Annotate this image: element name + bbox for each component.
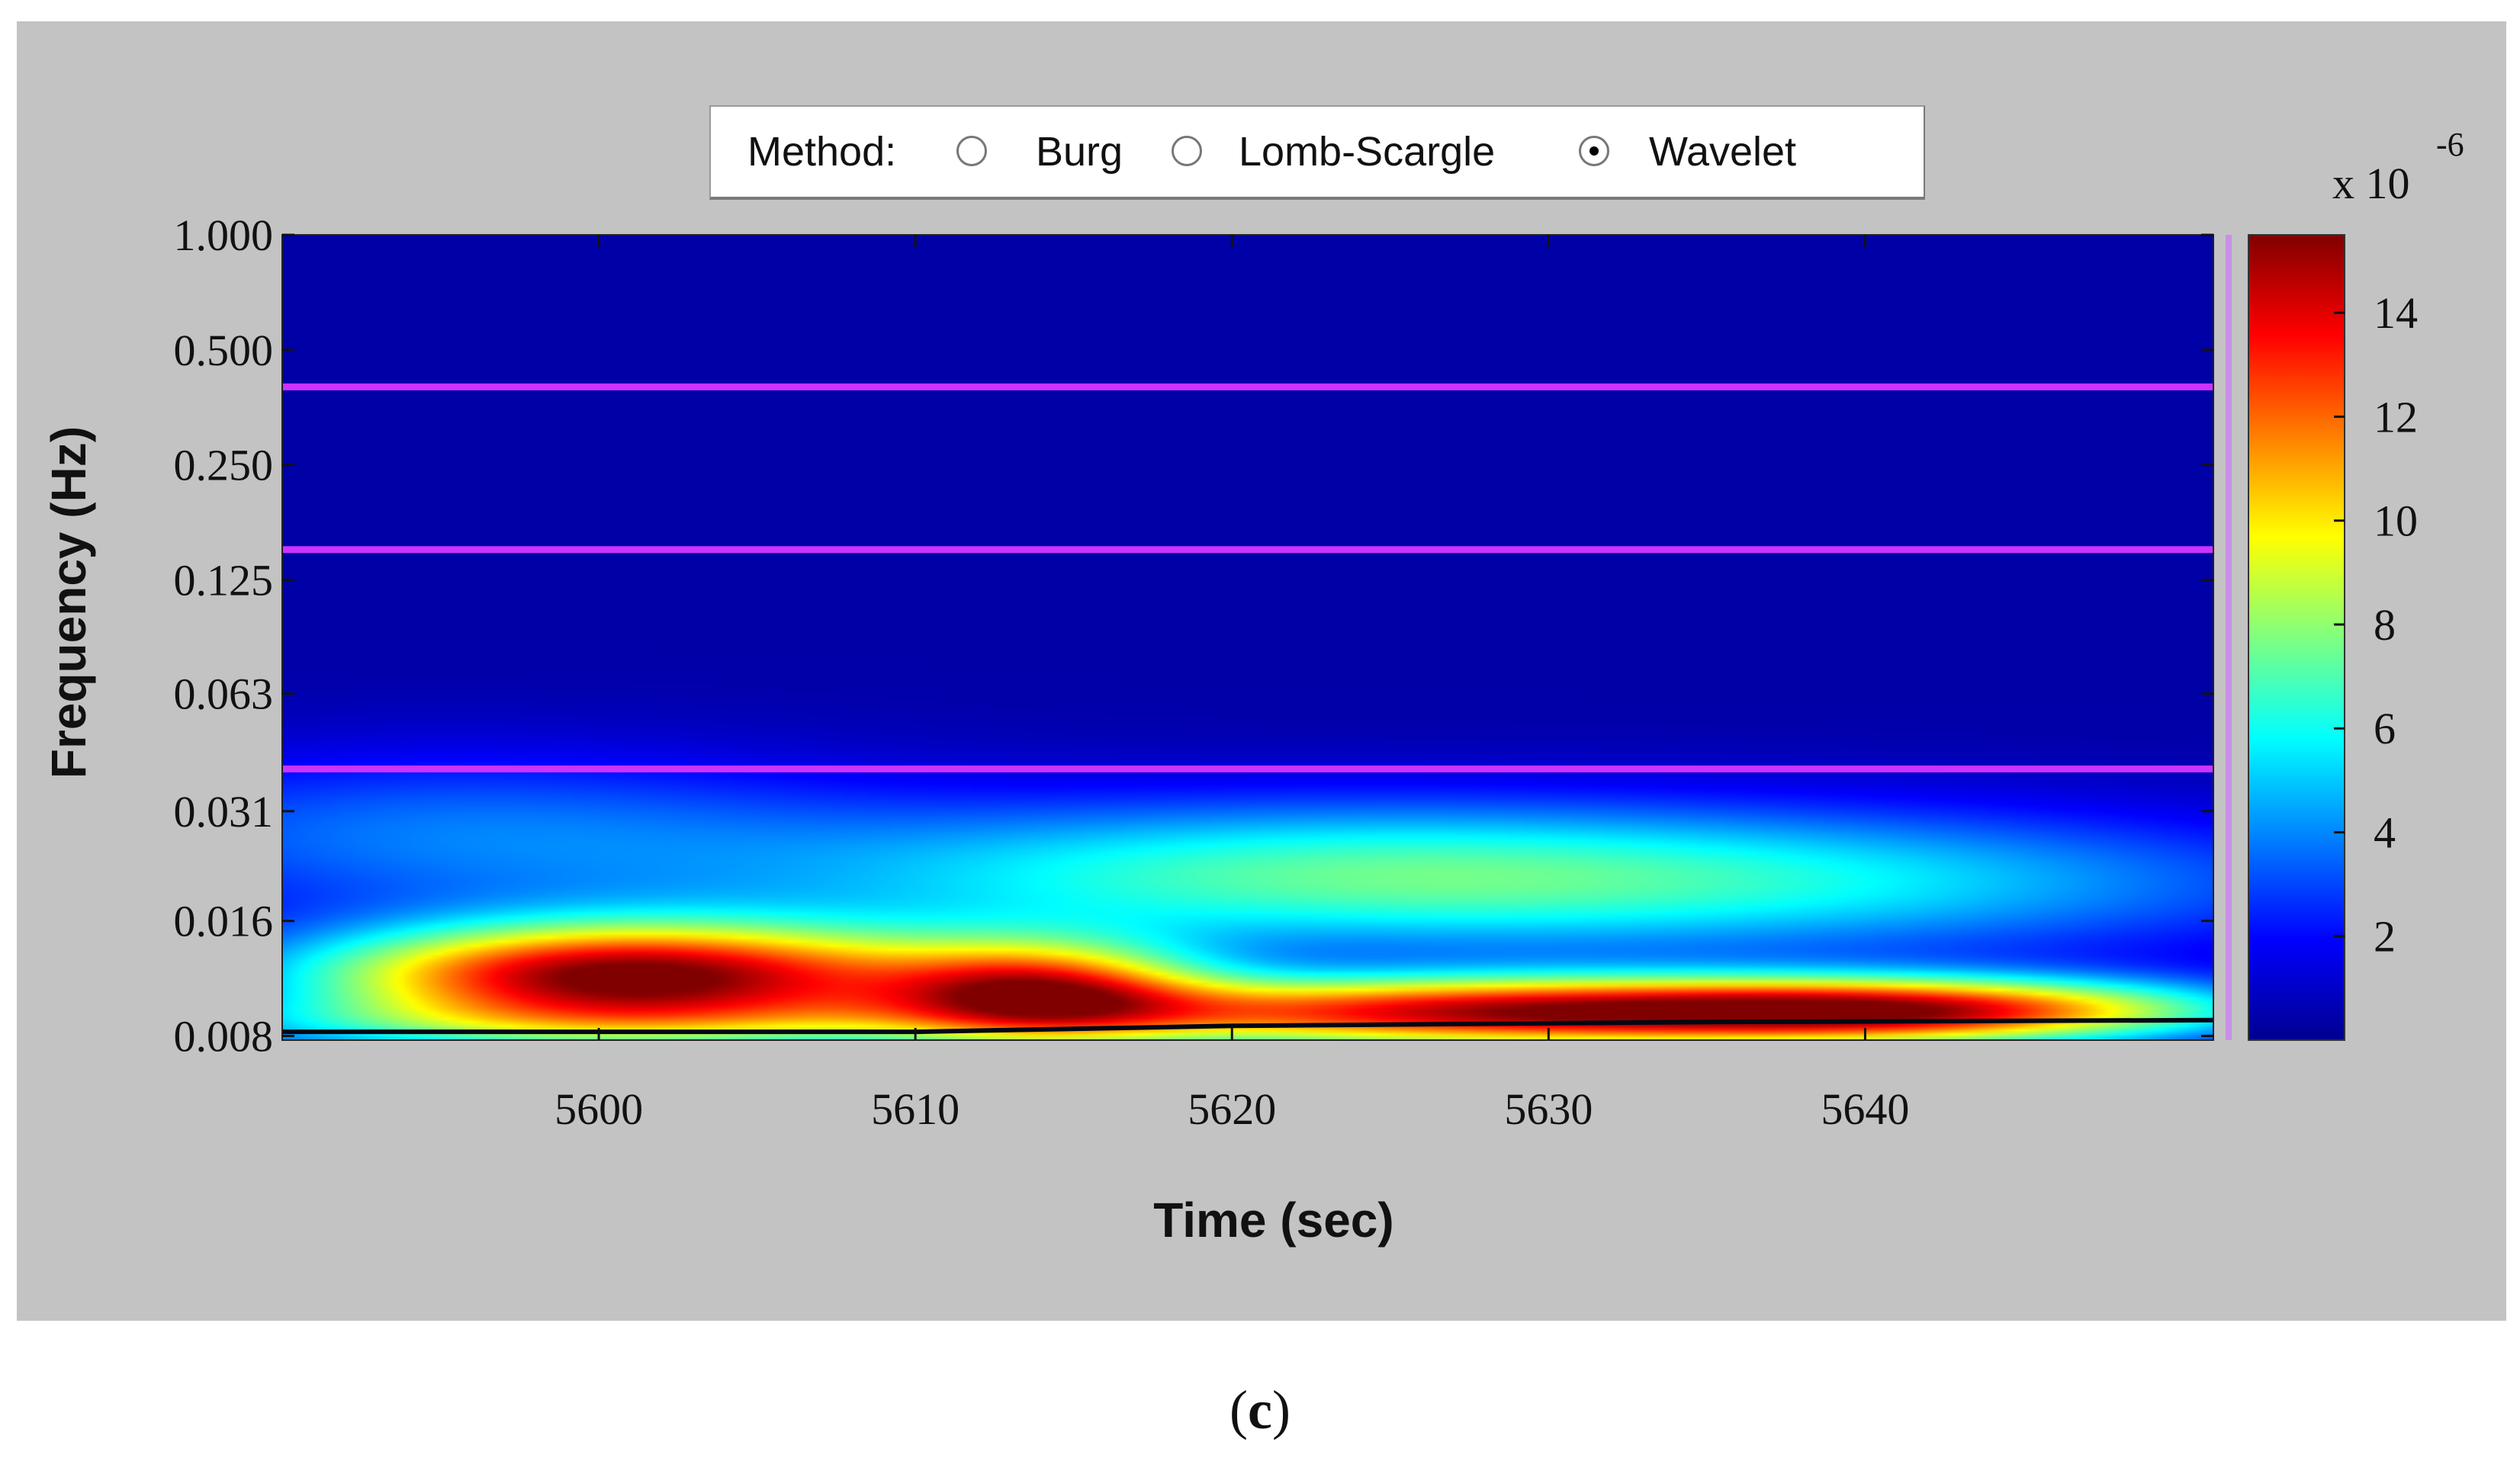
y-tick-label: 1.000 [174, 210, 274, 260]
colorbar-tick-label: 4 [2374, 808, 2396, 857]
caption-letter: c [1248, 1379, 1272, 1440]
radio-burg[interactable] [956, 136, 987, 166]
caption-close-paren: ) [1271, 1379, 1291, 1440]
method-label: Method: [747, 129, 897, 175]
caption-open-paren: ( [1229, 1379, 1249, 1440]
colorbar-tick-label: 10 [2374, 496, 2418, 546]
y-tick-label: 0.008 [174, 1011, 274, 1061]
x-tick-label: 5620 [1188, 1084, 1276, 1134]
colorbar-tick-label: 8 [2374, 600, 2396, 650]
radio-lomb-scargle[interactable] [1172, 136, 1202, 166]
y-tick-label: 0.016 [174, 897, 274, 946]
y-tick-label: 0.063 [174, 669, 274, 718]
radio-selected-dot [1589, 146, 1599, 156]
y-axis-title: Frequency (Hz) [41, 426, 96, 779]
colorbar-ticks: 2 4 6 8 10 12 14 [2334, 288, 2418, 962]
colorbar-multiplier: x 10 [2332, 159, 2410, 208]
y-axis: 0.008 0.016 0.031 0.063 0.125 0.250 0.500 1.000 [174, 210, 2213, 1061]
x-tick-label: 5610 [871, 1084, 959, 1134]
option-label-wavelet[interactable]: Wavelet [1649, 129, 1797, 175]
x-tick-label: 5600 [554, 1084, 643, 1134]
y-tick-label: 0.500 [174, 326, 274, 375]
heatmap-power-surface [282, 235, 2213, 1040]
x-axis-title: Time (sec) [1153, 1193, 1393, 1248]
cone-of-influence-line [282, 1017, 2214, 1035]
band-lines-group [282, 383, 2213, 772]
colorbar-side-strip [2226, 235, 2232, 1040]
option-label-burg[interactable]: Burg [1036, 129, 1123, 175]
colorbar-tick-label: 12 [2374, 392, 2418, 442]
plot-area-frame [281, 234, 2214, 1041]
colorbar: 2 4 6 8 10 12 14 x 10 -6 [2248, 126, 2464, 1041]
option-label-lomb-scargle[interactable]: Lomb-Scargle [1239, 129, 1496, 175]
colorbar-exponent: -6 [2436, 126, 2464, 163]
method-selector: Method: Burg Lomb-Scargle Wavelet [709, 105, 1925, 200]
figure-caption: (c) [0, 1379, 2520, 1442]
x-axis: 5600 5610 5620 5630 5640 [554, 235, 1909, 1134]
radio-wavelet[interactable] [1579, 136, 1609, 166]
colorbar-tick-label: 6 [2374, 704, 2396, 753]
y-tick-label: 0.031 [174, 787, 274, 837]
colorbar-tick-label: 14 [2374, 288, 2418, 338]
colorbar-gradient [2248, 234, 2345, 1041]
x-tick-label: 5640 [1821, 1084, 1909, 1134]
y-tick-label: 0.250 [174, 441, 274, 490]
x-tick-label: 5630 [1504, 1084, 1593, 1134]
y-tick-label: 0.125 [174, 555, 274, 605]
colorbar-tick-label: 2 [2374, 912, 2396, 962]
